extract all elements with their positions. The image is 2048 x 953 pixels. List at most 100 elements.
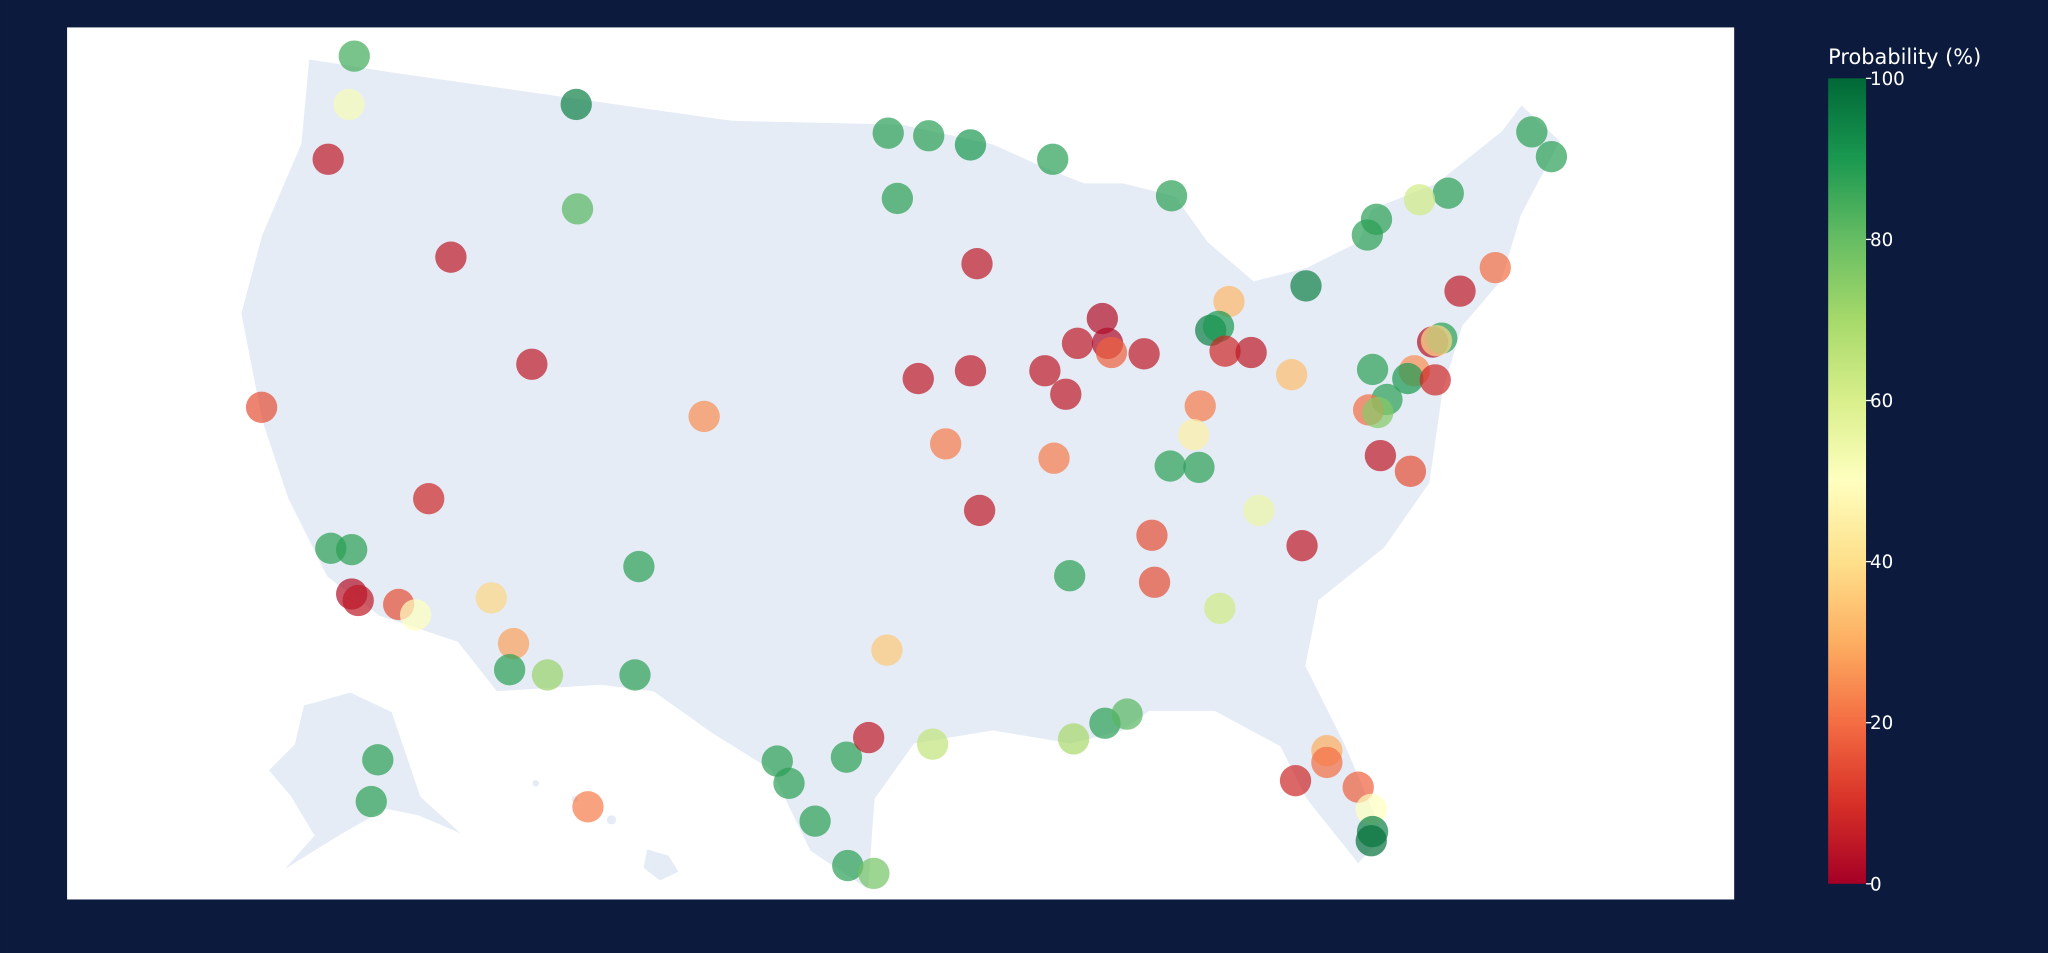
- land: [240, 57, 1562, 892]
- city-marker: [342, 584, 374, 617]
- colorbar-title: Probability (%): [1828, 45, 1981, 69]
- city-marker: [245, 391, 278, 423]
- city-marker: [312, 143, 344, 175]
- city-marker: [954, 129, 987, 161]
- city-marker: [475, 582, 508, 614]
- city-marker: [881, 182, 914, 215]
- colorbar-tick-label: 20: [1870, 713, 1893, 734]
- city-marker: [1403, 184, 1436, 216]
- city-marker: [1029, 355, 1061, 387]
- city-marker: [1392, 362, 1424, 395]
- city-marker: [1095, 336, 1128, 369]
- city-marker: [1362, 396, 1394, 429]
- city-marker: [362, 744, 394, 776]
- city-marker: [1535, 140, 1568, 173]
- city-marker: [1355, 825, 1387, 857]
- city-marker: [1038, 442, 1070, 474]
- hawaii-island: [605, 813, 618, 826]
- city-marker: [1432, 177, 1464, 209]
- city-marker: [1183, 451, 1215, 484]
- city-marker: [531, 659, 564, 691]
- city-marker: [1516, 116, 1548, 148]
- colorbar-tick-label: 100: [1870, 69, 1905, 90]
- city-marker: [336, 533, 368, 566]
- city-marker: [1054, 560, 1086, 592]
- city-marker: [1364, 439, 1397, 472]
- city-marker: [930, 428, 962, 460]
- city-marker: [1178, 419, 1210, 451]
- city-marker: [1154, 450, 1186, 482]
- colorbar-tick-label: 80: [1870, 230, 1893, 251]
- city-marker: [1286, 530, 1318, 562]
- city-marker: [961, 248, 993, 280]
- city-marker: [355, 785, 387, 818]
- city-marker: [832, 849, 864, 882]
- city-marker: [773, 767, 805, 799]
- city-marker: [1184, 390, 1216, 422]
- colorbar: [1828, 78, 1867, 884]
- city-marker: [858, 857, 890, 890]
- hawaii-island: [531, 778, 541, 788]
- city-marker: [1050, 378, 1082, 410]
- city-marker: [1128, 338, 1160, 370]
- city-marker: [1279, 765, 1312, 797]
- city-marker: [1136, 519, 1168, 551]
- city-marker: [1479, 251, 1511, 284]
- city-marker: [399, 599, 432, 631]
- city-marker: [1138, 566, 1171, 598]
- city-marker: [1419, 364, 1451, 396]
- city-marker: [560, 88, 592, 121]
- city-marker: [435, 241, 467, 273]
- city-marker: [1213, 285, 1245, 318]
- colorbar-tick-label: 60: [1870, 391, 1893, 412]
- city-marker: [1275, 359, 1308, 391]
- city-marker: [497, 627, 530, 660]
- city-marker: [1057, 723, 1090, 755]
- colorbar-tick-label: 40: [1870, 552, 1893, 573]
- alaska: [267, 691, 465, 873]
- city-marker: [1202, 310, 1235, 343]
- city-marker: [1037, 143, 1069, 175]
- city-marker: [830, 741, 863, 773]
- city-marker: [872, 117, 904, 149]
- city-marker: [1355, 793, 1387, 826]
- city-marker: [619, 659, 651, 691]
- city-marker: [1209, 335, 1241, 367]
- city-marker: [1290, 270, 1322, 302]
- city-marker: [1243, 494, 1275, 527]
- city-marker: [916, 728, 949, 760]
- city-marker: [902, 362, 934, 395]
- city-marker: [871, 634, 903, 666]
- city-marker: [413, 483, 445, 515]
- city-marker: [1204, 592, 1236, 625]
- city-marker: [963, 494, 996, 527]
- markers: [245, 40, 1568, 890]
- city-marker: [1086, 302, 1118, 335]
- city-marker: [1311, 746, 1343, 779]
- city-marker: [1235, 336, 1267, 369]
- city-marker: [1444, 275, 1476, 307]
- colorbar-ticks: 0 20 40 60 80 100: [1866, 69, 1905, 895]
- city-marker: [338, 40, 370, 72]
- city-marker: [1351, 219, 1384, 251]
- city-marker: [1111, 698, 1143, 730]
- colorbar-tick-label: 0: [1870, 874, 1882, 895]
- city-marker: [688, 400, 720, 433]
- city-marker: [954, 355, 987, 387]
- city-marker: [1420, 325, 1453, 357]
- city-marker: [913, 120, 945, 152]
- city-marker: [1155, 180, 1188, 212]
- city-marker: [1061, 327, 1094, 360]
- city-marker: [799, 805, 831, 837]
- city-marker: [333, 88, 365, 121]
- city-marker: [623, 550, 655, 583]
- city-marker: [493, 654, 526, 686]
- city-marker: [572, 791, 604, 823]
- hawaii: [642, 847, 681, 882]
- city-marker: [516, 348, 548, 380]
- city-marker: [1394, 455, 1427, 487]
- city-marker: [1356, 353, 1389, 386]
- city-marker: [561, 193, 594, 225]
